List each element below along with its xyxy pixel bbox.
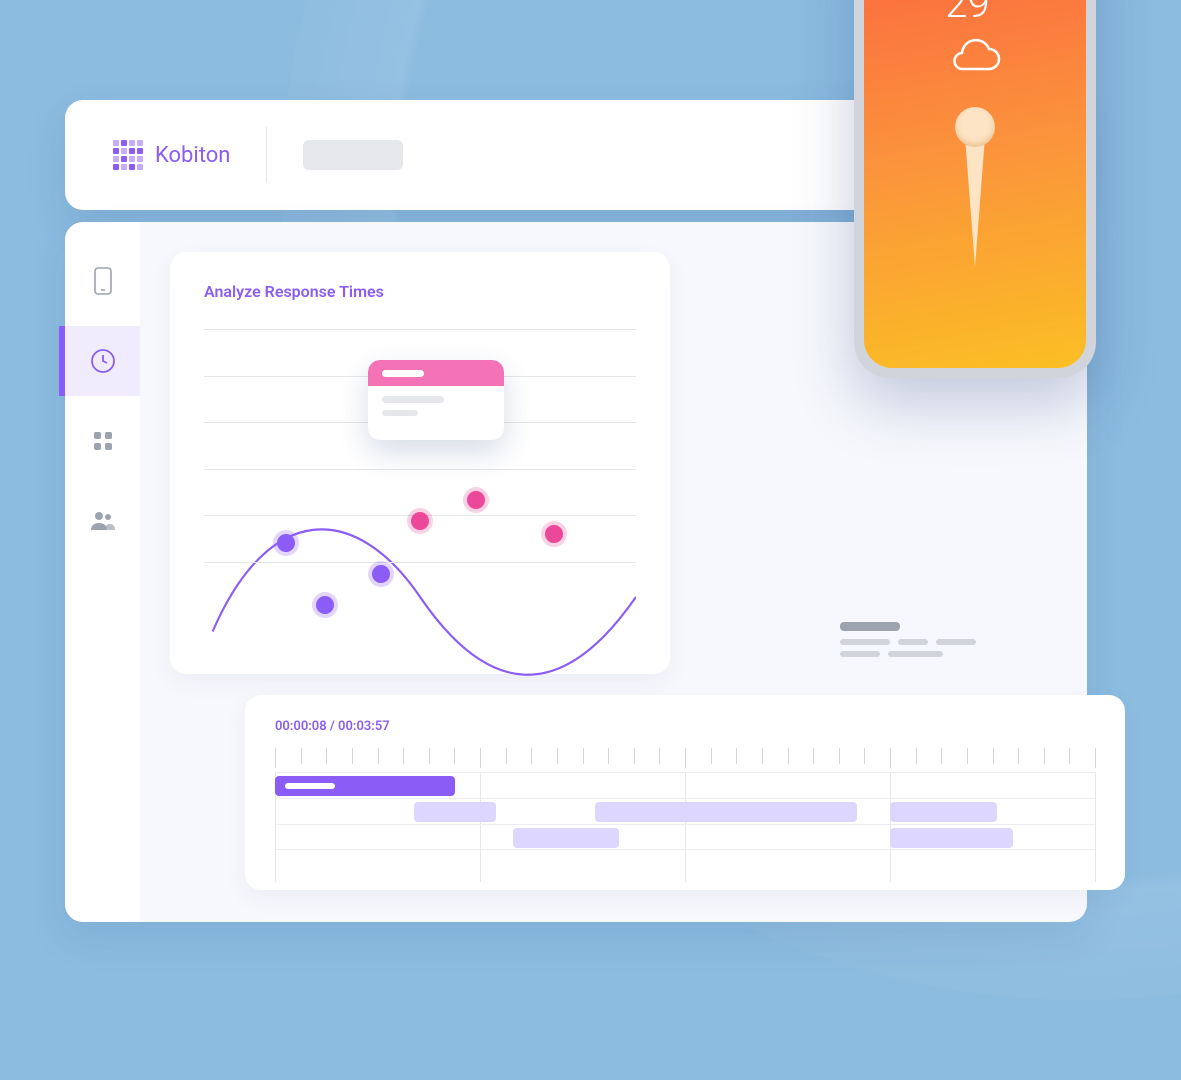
thermometer-icon	[955, 107, 995, 267]
ruler-tick	[454, 748, 455, 764]
phone-icon	[92, 267, 114, 295]
ruler-tick-major	[685, 748, 686, 768]
ruler-tick	[403, 748, 404, 764]
ruler-tick-major	[890, 748, 891, 768]
ruler-tick	[1018, 748, 1019, 764]
sidebar-item-apps[interactable]	[65, 406, 140, 476]
ruler-tick	[608, 748, 609, 764]
ruler-tick	[813, 748, 814, 764]
ruler-tick	[941, 748, 942, 764]
device-screen: 29°	[864, 0, 1086, 368]
chart-point[interactable]	[372, 565, 390, 583]
timeline-card: 00:00:08 / 00:03:57	[245, 695, 1125, 890]
brand-logo[interactable]: Kobiton	[113, 140, 230, 170]
ruler-tick	[506, 748, 507, 764]
clock-icon	[90, 348, 116, 374]
ruler-tick	[967, 748, 968, 764]
temperature-value: 29°	[945, 0, 1005, 27]
chart-title: Analyze Response Times	[204, 282, 636, 301]
ruler-tick	[788, 748, 789, 764]
gantt-bar[interactable]	[890, 828, 1013, 848]
chart-gridline	[204, 469, 636, 470]
gantt-row	[275, 772, 1095, 798]
ruler-tick	[531, 748, 532, 764]
timeline-ruler[interactable]	[275, 748, 1095, 768]
ruler-tick-major	[275, 748, 276, 768]
timeline-time: 00:00:08 / 00:03:57	[275, 719, 1095, 734]
ruler-tick	[711, 748, 712, 764]
ruler-tick	[993, 748, 994, 764]
response-chart-card: Analyze Response Times	[170, 252, 670, 674]
chart-point[interactable]	[316, 596, 334, 614]
chart-point[interactable]	[545, 525, 563, 543]
ruler-tick	[1044, 748, 1045, 764]
device-preview[interactable]: 29°	[854, 0, 1096, 378]
ruler-tick	[1069, 748, 1070, 764]
gantt-bar[interactable]	[595, 802, 857, 822]
device-meta	[840, 622, 1060, 663]
ruler-tick	[301, 748, 302, 764]
chart-area[interactable]	[204, 329, 636, 639]
gantt-bar[interactable]	[890, 802, 997, 822]
gantt-bar[interactable]	[275, 776, 455, 796]
chart-gridline	[204, 562, 636, 563]
gantt-row	[275, 798, 1095, 824]
brand-name: Kobiton	[155, 143, 230, 168]
ruler-tick	[352, 748, 353, 764]
chart-point[interactable]	[277, 534, 295, 552]
ruler-tick-major	[480, 748, 481, 768]
chart-gridline	[204, 329, 636, 330]
chart-tooltip	[368, 360, 504, 440]
gantt-divider	[1095, 772, 1096, 882]
ruler-tick	[736, 748, 737, 764]
ruler-tick	[634, 748, 635, 764]
logo-icon	[113, 140, 143, 170]
grid-icon	[92, 430, 114, 452]
cloud-icon	[947, 37, 1003, 77]
sidebar-item-sessions[interactable]	[65, 326, 140, 396]
ruler-tick	[557, 748, 558, 764]
ruler-tick	[429, 748, 430, 764]
ruler-tick	[864, 748, 865, 764]
header-divider	[266, 127, 267, 183]
ruler-tick	[326, 748, 327, 764]
sidebar-item-team[interactable]	[65, 486, 140, 556]
timeline-gantt[interactable]	[275, 772, 1095, 882]
ruler-tick-major	[1095, 748, 1096, 768]
header-placeholder	[303, 140, 403, 170]
gantt-row	[275, 824, 1095, 850]
ruler-tick	[916, 748, 917, 764]
gantt-bar[interactable]	[513, 828, 620, 848]
ruler-tick	[839, 748, 840, 764]
gantt-bar[interactable]	[414, 802, 496, 822]
ruler-tick	[762, 748, 763, 764]
sidebar-item-devices[interactable]	[65, 246, 140, 316]
users-icon	[90, 510, 116, 532]
chart-point[interactable]	[411, 512, 429, 530]
ruler-tick	[583, 748, 584, 764]
chart-point[interactable]	[467, 491, 485, 509]
sidebar	[65, 222, 140, 922]
ruler-tick	[378, 748, 379, 764]
ruler-tick	[659, 748, 660, 764]
